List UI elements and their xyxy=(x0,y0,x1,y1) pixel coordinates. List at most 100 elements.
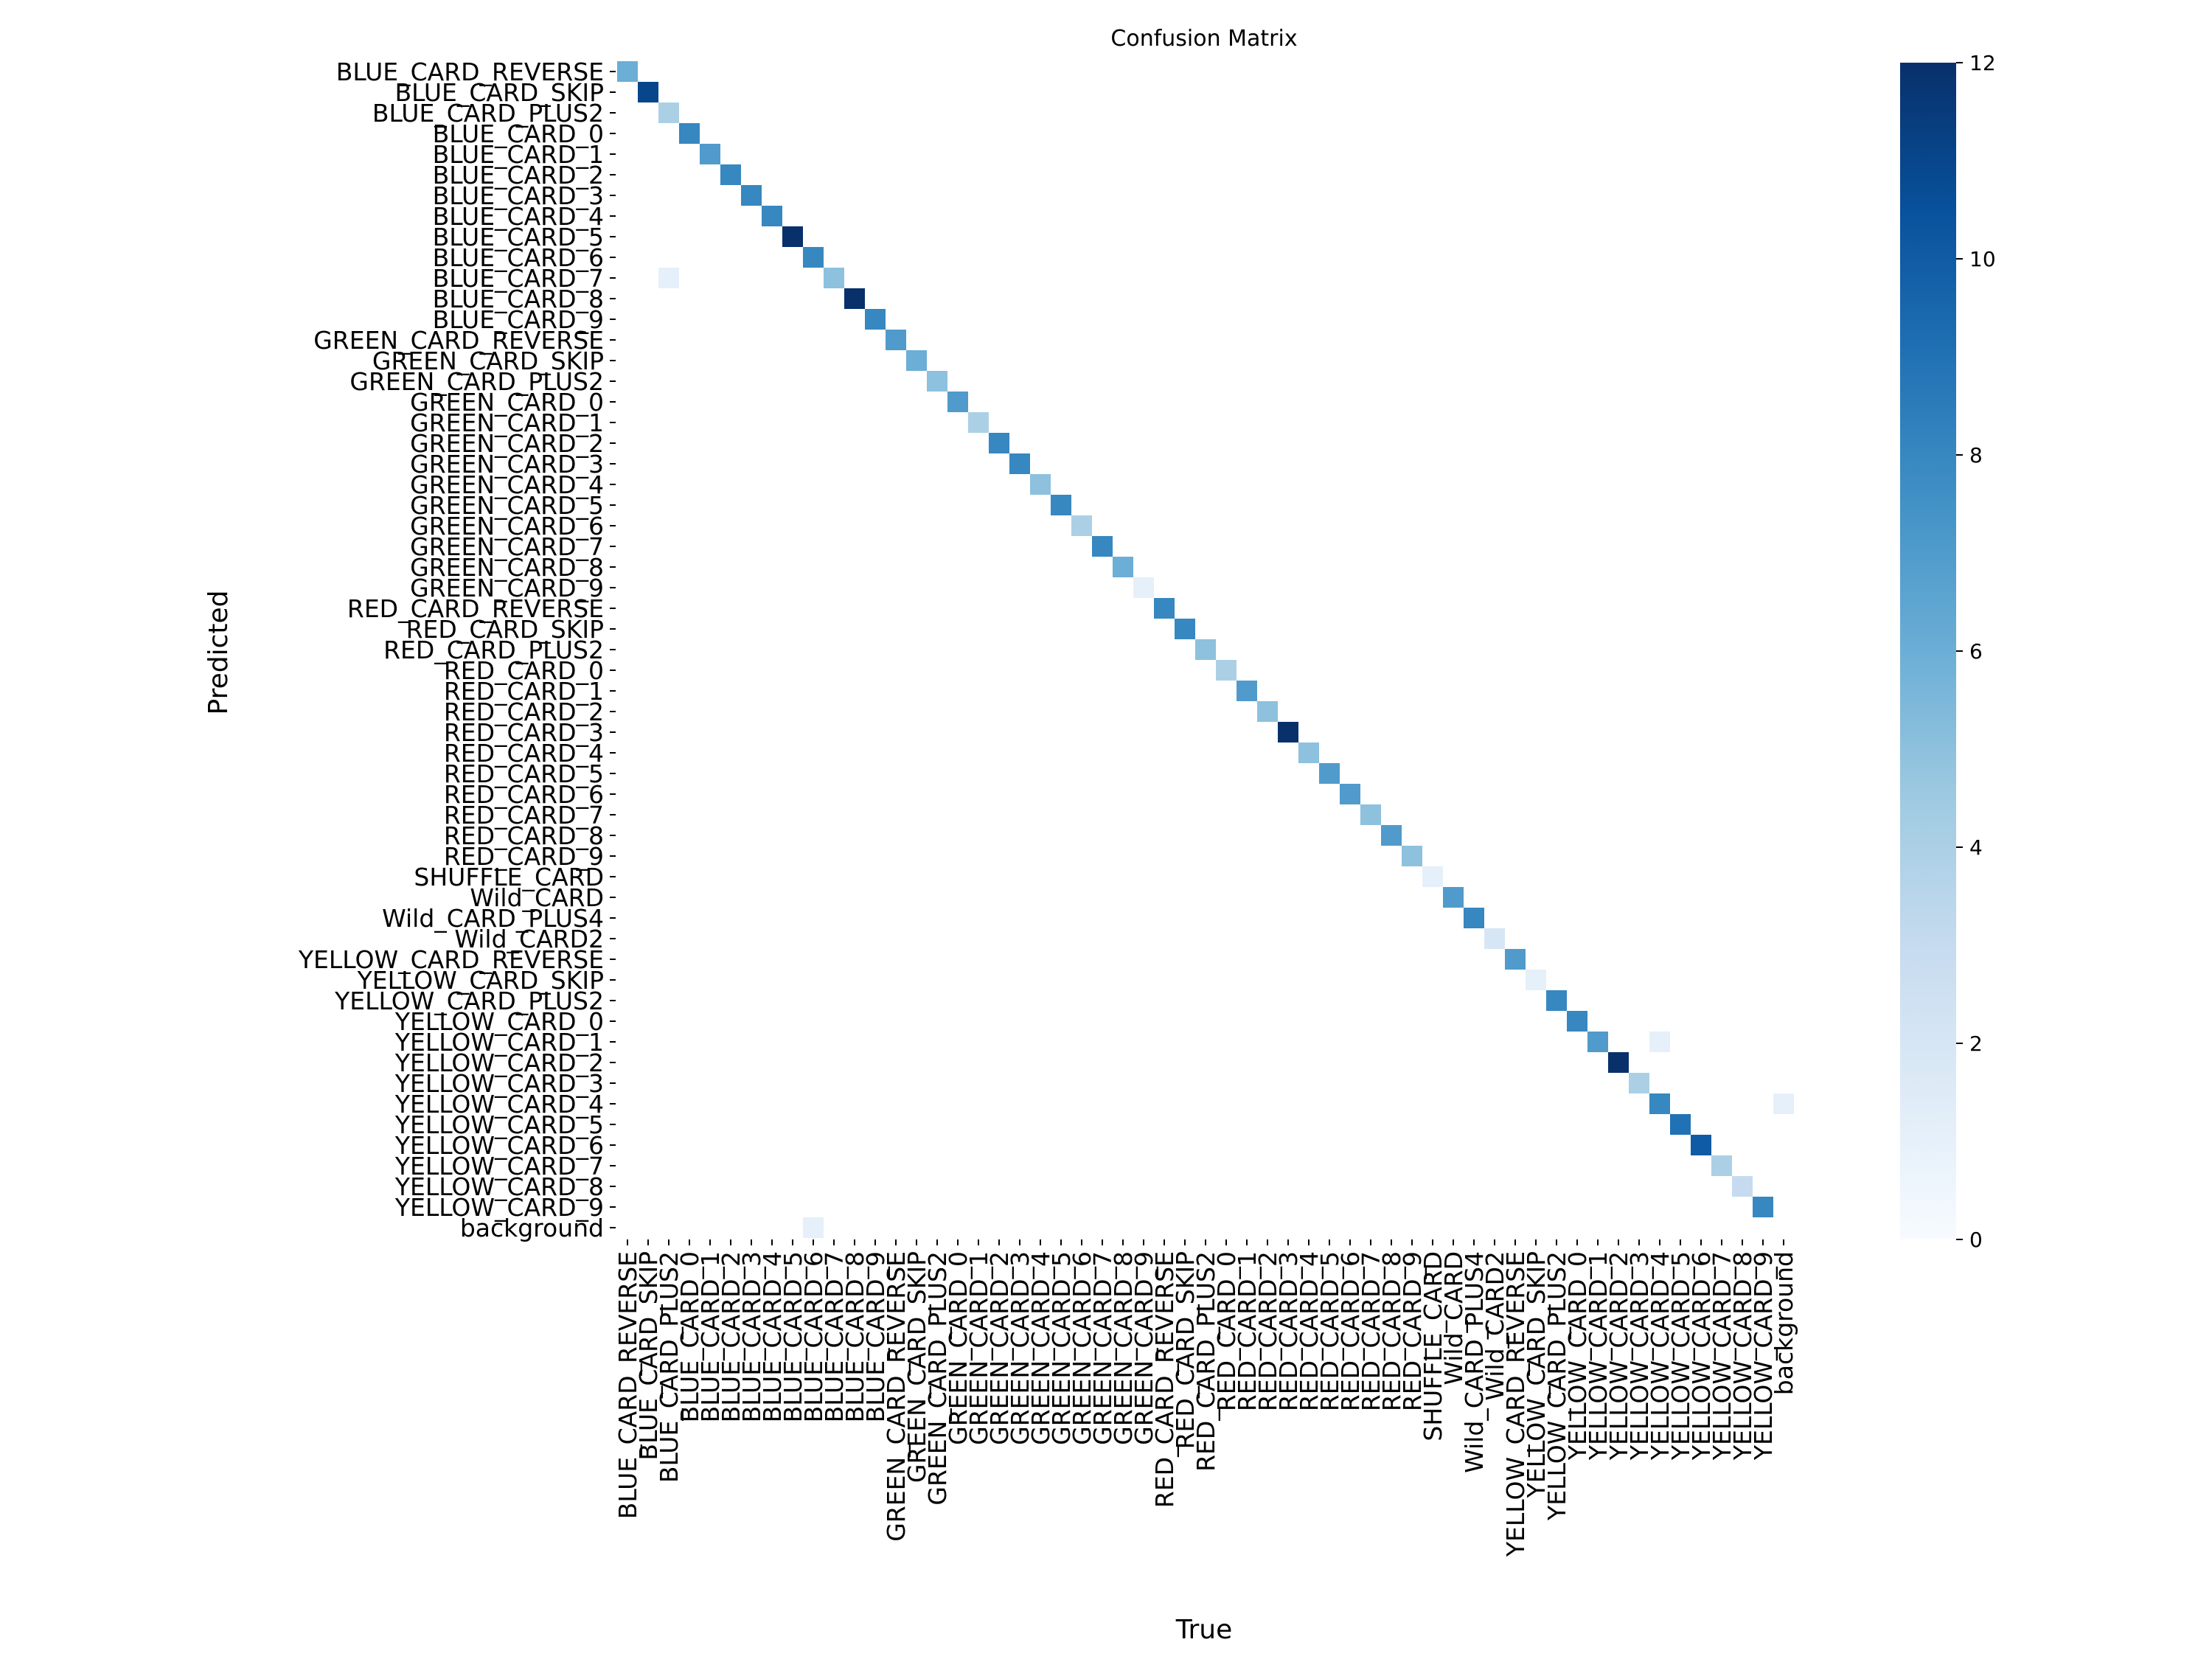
x-tick-label: GREEN_CARD_0 xyxy=(944,1251,973,1445)
y-tick-label: GREEN_CARD_2 xyxy=(410,429,604,458)
x-tick-label: RED_CARD_2 xyxy=(1253,1251,1282,1411)
heatmap-cell xyxy=(1567,1011,1587,1032)
heatmap-cell xyxy=(1711,1155,1732,1176)
heatmap-cells xyxy=(617,61,1794,1238)
x-tick-label: BLUE_CARD_SKIP xyxy=(634,1251,663,1461)
x-tick-label: GREEN_CARD_9 xyxy=(1130,1251,1158,1445)
y-axis-ticks: BLUE_CARD_REVERSEBLUE_CARD_SKIPBLUE_CARD… xyxy=(298,58,616,1242)
y-tick-label: RED_CARD_SKIP xyxy=(406,615,604,644)
heatmap-cell xyxy=(1071,515,1092,536)
heatmap-cell xyxy=(1691,1135,1711,1155)
x-tick-label: BLUE_CARD_0 xyxy=(675,1251,704,1422)
heatmap-cell xyxy=(1649,1032,1670,1052)
y-tick-label: BLUE_CARD_3 xyxy=(433,181,604,210)
y-tick-label: YELLOW_CARD_6 xyxy=(394,1131,604,1160)
y-tick-label: GREEN_CARD_3 xyxy=(410,450,604,479)
x-tick-label: GREEN_CARD_SKIP xyxy=(902,1251,931,1483)
y-tick-label: YELLOW_CARD_2 xyxy=(394,1048,604,1077)
colorbar-tick-label: 6 xyxy=(1969,639,1983,664)
y-tick-label: BLUE_CARD_6 xyxy=(433,243,604,272)
x-tick-label: YELLOW_CARD_PLUS2 xyxy=(1543,1251,1571,1521)
heatmap-cell xyxy=(1402,846,1422,866)
heatmap-cell xyxy=(1484,928,1505,949)
heatmap-cell xyxy=(1257,701,1278,722)
x-tick-label: RED_CARD_PLUS2 xyxy=(1192,1251,1220,1472)
y-tick-label: BLUE_CARD_7 xyxy=(433,264,604,293)
colorbar-tick-label: 4 xyxy=(1969,835,1983,860)
heatmap-cell xyxy=(927,371,947,392)
y-axis-title: Predicted xyxy=(204,591,234,715)
y-tick-label: GREEN_CARD_5 xyxy=(410,491,604,520)
x-tick-label: GREEN_CARD_3 xyxy=(1006,1251,1034,1445)
x-tick-label: YELLOW_CARD_SKIP xyxy=(1522,1251,1551,1498)
x-tick-label: BLUE_CARD_7 xyxy=(820,1251,849,1422)
y-tick-label: GREEN_CARD_4 xyxy=(410,470,604,499)
heatmap-cell xyxy=(679,123,700,144)
y-tick-label: BLUE_CARD_2 xyxy=(433,161,604,189)
x-tick-label: BLUE_CARD_1 xyxy=(696,1251,725,1422)
x-tick-label: GREEN_CARD_2 xyxy=(985,1251,1014,1445)
x-tick-label: background xyxy=(1770,1251,1798,1395)
y-tick-label: BLUE_CARD_0 xyxy=(433,119,604,148)
heatmap-cell xyxy=(947,392,968,412)
heatmap-cell xyxy=(1381,825,1402,846)
y-tick-label: BLUE_CARD_4 xyxy=(433,202,604,231)
x-tick-label: YELLOW_CARD_3 xyxy=(1625,1251,1654,1461)
heatmap-cell xyxy=(1278,722,1298,742)
y-tick-label: RED_CARD_3 xyxy=(444,718,604,747)
x-tick-label: BLUE_CARD_6 xyxy=(799,1251,828,1422)
x-tick-label: RED_CARD_1 xyxy=(1233,1251,1262,1411)
y-tick-label: YELLOW_CARD_8 xyxy=(394,1172,604,1201)
x-tick-label: BLUE_CARD_4 xyxy=(758,1251,787,1422)
y-tick-label: BLUE_CARD_REVERSE xyxy=(336,58,604,86)
x-tick-label: BLUE_CARD_2 xyxy=(717,1251,745,1422)
colorbar: 0 2 4 6 8 10 12 xyxy=(1900,51,1996,1252)
heatmap-cell xyxy=(1113,557,1133,577)
y-tick-label: YELLOW_CARD_SKIP xyxy=(357,966,604,995)
y-tick-label: YELLOW_CARD_0 xyxy=(394,1007,604,1036)
heatmap-cell xyxy=(782,226,803,247)
y-tick-label: RED_CARD_6 xyxy=(444,780,604,809)
x-tick-label: YELLOW_CARD_5 xyxy=(1666,1251,1695,1461)
heatmap-cell xyxy=(824,268,844,288)
x-tick-label: GREEN_CARD_7 xyxy=(1088,1251,1117,1445)
x-tick-label: RED_CARD_6 xyxy=(1336,1251,1365,1411)
y-tick-label: RED_CARD_2 xyxy=(444,698,604,726)
heatmap-cell xyxy=(1443,887,1464,908)
y-tick-label: Wild_CARD2 xyxy=(454,925,604,953)
heatmap-cell xyxy=(968,412,989,433)
heatmap-cell xyxy=(1546,990,1567,1011)
heatmap-cell xyxy=(1319,763,1340,784)
y-tick-label: YELLOW_CARD_3 xyxy=(394,1069,604,1098)
y-tick-label: GREEN_CARD_SKIP xyxy=(372,347,604,375)
x-tick-label: RED_CARD_REVERSE xyxy=(1150,1251,1179,1508)
heatmap-cell xyxy=(1092,536,1113,557)
x-axis-ticks: BLUE_CARD_REVERSEBLUE_CARD_SKIPBLUE_CARD… xyxy=(613,1239,1798,1557)
y-tick-label: YELLOW_CARD_9 xyxy=(394,1193,604,1222)
heatmap-cell xyxy=(658,102,679,123)
y-tick-label: YELLOW_CARD_PLUS2 xyxy=(334,987,604,1015)
x-tick-label: Wild_CARD_PLUS4 xyxy=(1460,1251,1489,1473)
y-tick-label: BLUE_CARD_1 xyxy=(433,140,604,169)
y-tick-label: Wild_CARD_PLUS4 xyxy=(382,904,604,933)
y-tick-label: GREEN_CARD_8 xyxy=(410,553,604,582)
heatmap-cell xyxy=(1009,453,1030,474)
x-tick-label: RED_CARD_4 xyxy=(1295,1251,1324,1411)
heatmap-cell xyxy=(1216,660,1237,681)
y-tick-label: GREEN_CARD_6 xyxy=(410,512,604,540)
x-tick-label: BLUE_CARD_PLUS2 xyxy=(655,1251,684,1483)
x-tick-label: YELLOW_CARD_7 xyxy=(1708,1251,1736,1461)
x-tick-label: GREEN_CARD_1 xyxy=(964,1251,993,1445)
y-tick-label: YELLOW_CARD_REVERSE xyxy=(298,945,604,974)
heatmap-cell xyxy=(658,268,679,288)
x-tick-label: BLUE_CARD_5 xyxy=(779,1251,807,1422)
x-tick-label: BLUE_CARD_REVERSE xyxy=(613,1251,642,1519)
x-tick-label: GREEN_CARD_5 xyxy=(1047,1251,1076,1445)
heatmap-cell xyxy=(1608,1052,1629,1073)
y-tick-label: BLUE_CARD_9 xyxy=(433,305,604,334)
x-tick-label: GREEN_CARD_6 xyxy=(1068,1251,1096,1445)
x-tick-label: BLUE_CARD_3 xyxy=(737,1251,766,1422)
heatmap-cell xyxy=(1732,1176,1753,1197)
heatmap-cell xyxy=(762,206,782,226)
